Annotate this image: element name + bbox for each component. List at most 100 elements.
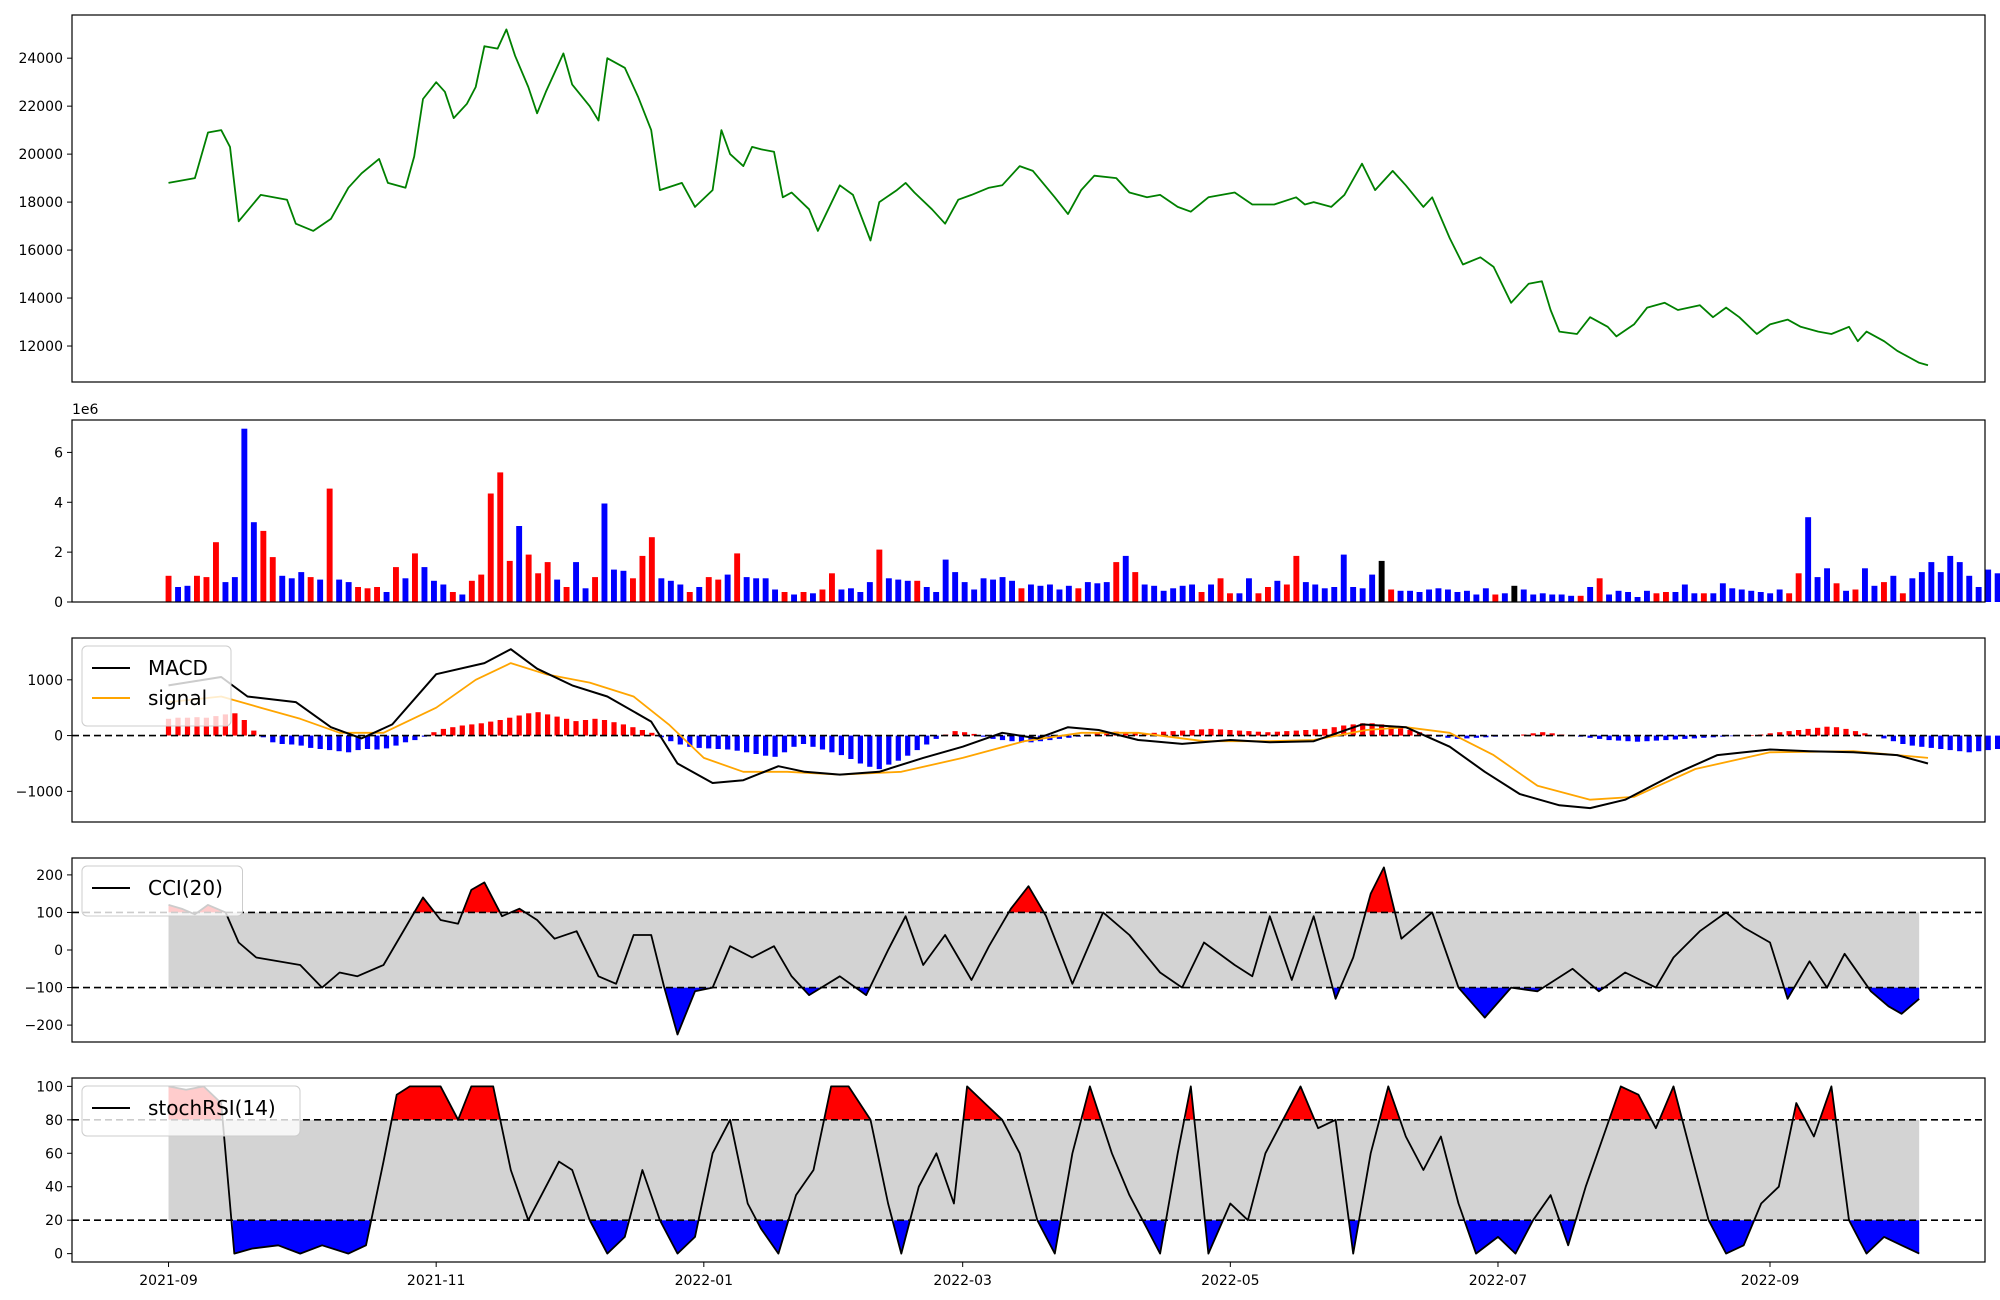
volume-bar (336, 579, 343, 602)
volume-bar (165, 575, 172, 602)
macd-hist-bar (952, 731, 958, 736)
macd-hist-bar (1104, 732, 1110, 736)
macd-hist-bar (412, 735, 418, 741)
cci-panel: 200 100 0 −100 −200 CCI(20) (25, 857, 1986, 1043)
volume-bar (231, 577, 238, 602)
macd-hist-bar (1966, 735, 1972, 753)
volume-bar (1132, 572, 1139, 602)
volume-bar (374, 587, 380, 602)
stochrsi-line (168, 1085, 1920, 1255)
x-tick-label: 2021-09 (139, 1273, 198, 1289)
macd-hist-bar (232, 713, 238, 736)
macd-hist-bar (327, 735, 333, 751)
macd-hist-bar (1303, 730, 1309, 736)
macd-hist-bar (601, 720, 608, 736)
stochrsi-oversold-fill (1205, 1220, 1223, 1252)
volume-bar (250, 522, 257, 602)
macd-hist-bar (478, 723, 484, 736)
macd-hist-bar (1180, 730, 1186, 736)
volume-bar (1918, 572, 1925, 602)
volume-bar (753, 578, 760, 602)
macd-hist-bar (1862, 733, 1868, 736)
macd-hist-bar (507, 717, 513, 736)
volume-bar (952, 572, 959, 602)
stochrsi-oversold-fill (232, 1220, 371, 1254)
macd-hist-bar (649, 732, 655, 736)
macd-hist-bar (857, 735, 863, 764)
volume-bar (1075, 588, 1082, 602)
volume-bar (241, 428, 248, 602)
x-tick-label: 2022-09 (1741, 1273, 1800, 1289)
y-tick-label: 20000 (18, 147, 63, 163)
volume-bar (904, 580, 911, 602)
volume-bar (1947, 555, 1954, 602)
cci-oversold-fill (664, 987, 712, 1033)
macd-hist-bar (1388, 725, 1394, 736)
cci-oversold-fill (857, 987, 869, 995)
macd-hist-bar (1198, 729, 1205, 736)
volume-bar (459, 594, 466, 602)
volume-bar (781, 592, 788, 602)
volume-bar (1056, 589, 1063, 602)
macd-hist-bar (1900, 735, 1906, 744)
volume-bar (857, 592, 864, 602)
macd-hist-bar (573, 721, 579, 736)
volume-bar (1966, 575, 1973, 602)
macd-hist-bar (933, 735, 939, 739)
volume-bar (1881, 582, 1887, 602)
y-tick-label: 2 (54, 545, 63, 561)
volume-bar (468, 580, 475, 602)
macd-hist-bar (1521, 734, 1527, 736)
volume-bar (829, 573, 835, 602)
volume-bar (1871, 585, 1878, 602)
macd-hist-bar (1805, 728, 1811, 736)
macd-hist-bar (1379, 724, 1385, 736)
y-tick-label: 14000 (18, 291, 63, 307)
volume-bar (345, 582, 352, 602)
volume-bar (1208, 584, 1214, 602)
volume-bar (1899, 593, 1906, 602)
volume-bar (203, 577, 210, 602)
volume-bar (544, 562, 551, 602)
y-tick-label: 1000 (27, 673, 63, 689)
macd-hist-bar (336, 735, 342, 752)
macd-hist-bar (1530, 733, 1536, 736)
macd-hist-bar (1123, 732, 1129, 736)
macd-hist-bar (346, 735, 352, 753)
volume-bar (1179, 585, 1186, 602)
volume-bar (355, 587, 361, 602)
volume-bar (1103, 582, 1110, 602)
macd-hist-bar (1331, 727, 1337, 736)
macd-hist-bar (1606, 735, 1612, 741)
macd-hist-bar (450, 727, 456, 736)
macd-hist-bar (1890, 735, 1896, 742)
macd-hist-bar (819, 735, 826, 750)
macd-hist-bar (488, 721, 494, 736)
stochrsi-band (168, 1119, 1920, 1221)
y-tick-label: 6 (54, 445, 63, 461)
panel-frame (71, 857, 1986, 1043)
macd-hist-bar (1710, 735, 1716, 738)
legend-box (81, 645, 232, 727)
y-tick-label: 24000 (18, 51, 63, 67)
macd-hist-bar (175, 717, 181, 736)
volume-bar (1511, 585, 1518, 602)
volume-bar (999, 577, 1006, 602)
volume-bar (194, 575, 200, 602)
macd-hist-bar (526, 713, 532, 736)
y-tick-label: 0 (54, 1247, 63, 1263)
macd-hist-bar (1350, 724, 1356, 736)
volume-bar (1814, 577, 1821, 602)
volume-bar (1776, 589, 1783, 602)
volume-bar (866, 582, 873, 602)
stochrsi-overbought-fill (964, 1087, 1002, 1120)
macd-hist-bar (848, 735, 854, 759)
volume-bar (848, 588, 854, 602)
volume-bar (1729, 588, 1736, 602)
macd-hist-bar (1009, 735, 1015, 742)
volume-bar (1170, 588, 1177, 602)
volume-bar (222, 582, 229, 602)
macd-hist-bar (1407, 730, 1413, 736)
volume-bar (449, 592, 456, 602)
